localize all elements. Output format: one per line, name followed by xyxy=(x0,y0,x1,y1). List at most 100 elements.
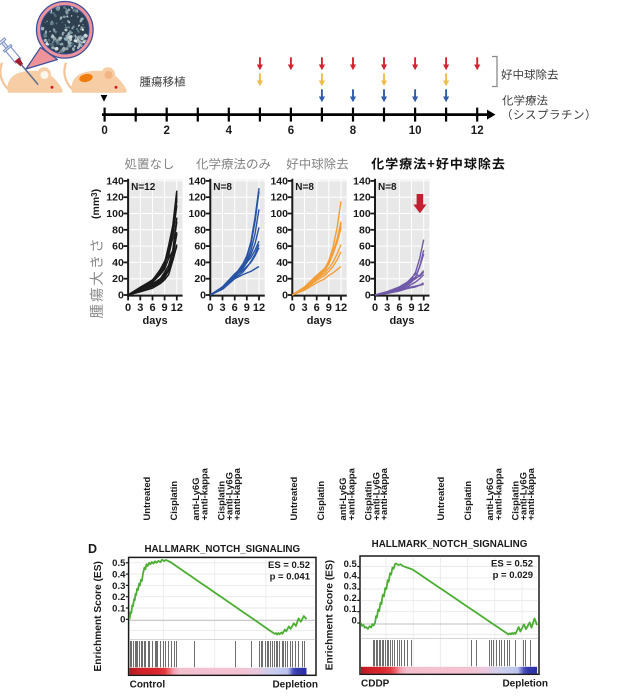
svg-text:4: 4 xyxy=(226,125,233,137)
svg-text:60: 60 xyxy=(194,241,206,253)
svg-text:2: 2 xyxy=(163,125,169,137)
svg-text:Untreated: Untreated xyxy=(288,476,299,520)
svg-text:0.3: 0.3 xyxy=(112,581,125,592)
svg-text:0: 0 xyxy=(372,302,378,314)
svg-text:anti-Ly6G: anti-Ly6G xyxy=(484,478,495,521)
svg-text:p = 0.041: p = 0.041 xyxy=(270,571,311,582)
svg-text:9: 9 xyxy=(244,302,250,314)
svg-text:60: 60 xyxy=(112,241,124,253)
svg-text:+anti-Ly6G: +anti-Ly6G xyxy=(370,472,381,520)
svg-text:Depletion: Depletion xyxy=(272,679,318,690)
svg-text:60: 60 xyxy=(359,241,371,253)
svg-text:+anti-kappa: +anti-kappa xyxy=(378,467,389,520)
svg-text:D: D xyxy=(88,542,97,556)
svg-text:6: 6 xyxy=(232,302,238,314)
svg-text:0.2: 0.2 xyxy=(344,593,357,604)
svg-text:CDDP: CDDP xyxy=(361,678,390,689)
svg-text:12: 12 xyxy=(418,302,430,314)
svg-text:0: 0 xyxy=(101,125,107,137)
svg-text:6: 6 xyxy=(149,302,155,314)
svg-text:Control: Control xyxy=(130,679,166,690)
svg-text:80: 80 xyxy=(359,224,371,236)
svg-text:0: 0 xyxy=(207,302,213,314)
svg-text:6: 6 xyxy=(314,302,320,314)
svg-text:0: 0 xyxy=(125,302,131,314)
svg-text:0: 0 xyxy=(200,290,206,302)
svg-text:p = 0.029: p = 0.029 xyxy=(493,570,533,581)
svg-text:12: 12 xyxy=(253,302,265,314)
svg-text:0.4: 0.4 xyxy=(344,570,358,581)
svg-text:100: 100 xyxy=(353,208,371,220)
svg-text:Cisplatin: Cisplatin xyxy=(315,481,326,521)
svg-text:0.1: 0.1 xyxy=(112,603,126,614)
svg-text:9: 9 xyxy=(162,302,168,314)
svg-text:20: 20 xyxy=(112,273,124,285)
svg-text:0: 0 xyxy=(118,290,124,302)
svg-text:20: 20 xyxy=(194,273,206,285)
svg-text:12: 12 xyxy=(171,302,183,314)
svg-text:0: 0 xyxy=(365,290,371,302)
svg-text:10: 10 xyxy=(409,125,422,137)
svg-text:Cisplatin: Cisplatin xyxy=(216,481,227,521)
svg-text:Cisplatin: Cisplatin xyxy=(462,481,473,521)
svg-text:+anti-kappa: +anti-kappa xyxy=(493,467,504,520)
svg-text:0: 0 xyxy=(282,290,288,302)
svg-text:0.4: 0.4 xyxy=(112,570,126,581)
svg-text:120: 120 xyxy=(188,192,206,204)
svg-text:80: 80 xyxy=(112,224,124,236)
svg-text:20: 20 xyxy=(276,273,288,285)
svg-text:100: 100 xyxy=(188,208,206,220)
svg-text:120: 120 xyxy=(353,192,371,204)
svg-text:140: 140 xyxy=(353,175,371,187)
svg-text:40: 40 xyxy=(112,257,124,269)
svg-text:6: 6 xyxy=(396,302,402,314)
svg-text:0.2: 0.2 xyxy=(112,592,125,603)
svg-text:0: 0 xyxy=(352,616,357,627)
svg-text:100: 100 xyxy=(106,208,124,220)
svg-text:0.3: 0.3 xyxy=(344,582,357,593)
svg-text:140: 140 xyxy=(188,175,206,187)
svg-text:anti-Ly6G: anti-Ly6G xyxy=(190,478,201,521)
svg-text:+anti-kappa: +anti-kappa xyxy=(346,467,357,520)
svg-text:anti-Ly6G: anti-Ly6G xyxy=(337,478,348,521)
svg-text:120: 120 xyxy=(270,192,288,204)
svg-text:days: days xyxy=(143,315,168,327)
svg-text:80: 80 xyxy=(276,224,288,236)
svg-text:Cisplatin: Cisplatin xyxy=(363,481,374,521)
svg-text:0: 0 xyxy=(120,615,125,626)
svg-text:0.5: 0.5 xyxy=(112,558,126,569)
svg-text:HALLMARK_NOTCH_SIGNALING: HALLMARK_NOTCH_SIGNALING xyxy=(372,539,528,550)
svg-text:Untreated: Untreated xyxy=(435,476,446,520)
svg-text:80: 80 xyxy=(194,224,206,236)
svg-text:40: 40 xyxy=(359,257,371,269)
svg-text:40: 40 xyxy=(194,257,206,269)
svg-text:Cisplatin: Cisplatin xyxy=(510,481,521,521)
svg-text:+anti-kappa: +anti-kappa xyxy=(231,467,242,520)
svg-text:0.5: 0.5 xyxy=(344,559,358,570)
svg-text:0.1: 0.1 xyxy=(344,604,358,615)
svg-text:12: 12 xyxy=(471,125,484,137)
svg-text:140: 140 xyxy=(106,175,124,187)
svg-text:3: 3 xyxy=(219,302,225,314)
svg-text:Depletion: Depletion xyxy=(502,678,548,689)
svg-text:60: 60 xyxy=(276,241,288,253)
svg-text:(mm3): (mm3) xyxy=(90,189,102,219)
svg-text:9: 9 xyxy=(408,302,414,314)
svg-text:Cisplatin: Cisplatin xyxy=(168,481,179,521)
svg-text:days: days xyxy=(307,315,332,327)
svg-text:140: 140 xyxy=(270,175,288,187)
svg-text:12: 12 xyxy=(335,302,347,314)
svg-text:0: 0 xyxy=(289,302,295,314)
svg-text:N=8: N=8 xyxy=(213,182,232,193)
svg-text:+anti-kappa: +anti-kappa xyxy=(199,467,210,520)
svg-text:120: 120 xyxy=(106,192,124,204)
svg-text:days: days xyxy=(225,315,250,327)
svg-text:+anti-kappa: +anti-kappa xyxy=(525,467,536,520)
svg-text:8: 8 xyxy=(350,125,357,137)
svg-text:ES = 0.52: ES = 0.52 xyxy=(268,560,310,571)
svg-text:3: 3 xyxy=(137,302,143,314)
svg-text:3: 3 xyxy=(301,302,307,314)
svg-text:Enrichment Score (ES): Enrichment Score (ES) xyxy=(93,561,104,671)
svg-text:100: 100 xyxy=(270,208,288,220)
svg-text:ES = 0.52: ES = 0.52 xyxy=(491,559,533,570)
